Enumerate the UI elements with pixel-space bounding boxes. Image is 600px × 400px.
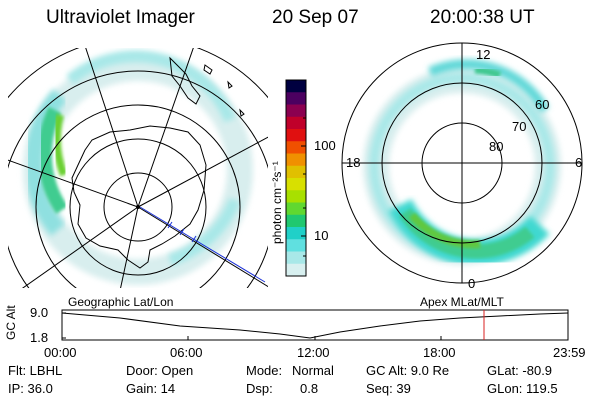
colorbar-segment xyxy=(286,263,306,277)
pole-marker xyxy=(136,205,140,209)
colorbar-segment xyxy=(286,190,306,203)
dsp-value: 0.8 xyxy=(300,381,319,396)
mode-value: Normal xyxy=(292,363,334,378)
colorbar-segment xyxy=(286,202,306,216)
altitude-timeline xyxy=(61,309,569,341)
altitude-curve xyxy=(61,312,569,339)
colorbar-segment xyxy=(286,165,306,179)
mlat-label-80: 80 xyxy=(489,139,504,154)
timeline-xtick-1800: 18:00 xyxy=(423,345,456,360)
colorbar-tick-10: 10 xyxy=(314,228,329,243)
filter-value: Flt: LBHL xyxy=(8,363,63,378)
timeline-y-label: GC Alt xyxy=(4,305,18,340)
time-label: 20:00:38 UT xyxy=(430,7,535,28)
colorbar xyxy=(286,80,306,277)
colorbar-unit-label: photon cm⁻²s⁻¹ xyxy=(270,161,284,244)
glat-value: GLat: -80.9 xyxy=(487,363,553,378)
track-tick-marks xyxy=(167,221,197,243)
mlt-label-12: 12 xyxy=(476,47,491,62)
mlt-label-18: 18 xyxy=(346,155,361,170)
mlt-axes xyxy=(342,43,582,283)
timeline-xtick-0000: 00:00 xyxy=(44,345,77,360)
colorbar-segment xyxy=(286,251,306,265)
south-america-tip xyxy=(169,56,201,105)
meridian-lines xyxy=(8,48,268,288)
mlt-label-6: 6 xyxy=(575,155,583,170)
colorbar-segment xyxy=(286,116,306,130)
timeline-xtick-0600: 06:00 xyxy=(170,345,203,360)
mlat-label-60: 60 xyxy=(535,97,550,112)
mlt-label-0: 0 xyxy=(468,276,476,291)
timeline-ticks xyxy=(61,312,569,340)
gain-value: Gain: 14 xyxy=(126,381,176,396)
mode-label: Mode: xyxy=(246,363,283,378)
timeline-frame xyxy=(61,309,569,341)
mlat-label-70: 70 xyxy=(512,119,527,134)
colorbar-segment xyxy=(286,80,306,93)
aurora-oval-geographic xyxy=(23,50,253,285)
colorbar-segment xyxy=(286,129,306,142)
seq-value: Seq: 39 xyxy=(366,381,411,396)
antarctica-coastline xyxy=(71,125,207,269)
date-label: 20 Sep 07 xyxy=(272,7,359,28)
geographic-map xyxy=(8,48,268,288)
latitude-circles xyxy=(8,48,268,288)
colorbar-segment xyxy=(286,227,306,240)
colorbar-tick-100: 100 xyxy=(314,138,336,153)
colorbar-ticks xyxy=(301,117,306,257)
colorbar-segment xyxy=(286,92,306,105)
gc-alt-value: GC Alt: 9.0 Re xyxy=(366,363,450,378)
dsp-label: Dsp: xyxy=(246,381,273,396)
magnetic-map xyxy=(341,42,583,284)
colorbar-segment xyxy=(286,141,306,154)
timeline-xtick-2359: 23:59 xyxy=(553,345,586,360)
colorbar-segment xyxy=(286,178,306,191)
right-map-caption: Apex MLat/MLT xyxy=(420,295,504,309)
colorbar-frame xyxy=(285,79,307,277)
islands-coastline xyxy=(203,64,245,117)
glon-value: GLon: 119.5 xyxy=(487,381,558,396)
instrument-title: Ultraviolet Imager xyxy=(46,7,195,28)
colorbar-segment xyxy=(286,104,306,118)
timeline-xtick-1200: 12:00 xyxy=(297,345,330,360)
satellite-ground-track xyxy=(139,206,266,283)
colorbar-segment xyxy=(286,153,306,167)
door-status: Door: Open xyxy=(126,363,194,378)
colorbar-segment xyxy=(286,239,306,252)
timeline-ytick-1-8: 1.8 xyxy=(30,330,49,345)
left-map-caption: Geographic Lat/Lon xyxy=(68,295,174,309)
colorbar-segment xyxy=(286,214,306,228)
timeline-ytick-9: 9.0 xyxy=(30,305,49,320)
ip-value: IP: 36.0 xyxy=(8,381,53,396)
